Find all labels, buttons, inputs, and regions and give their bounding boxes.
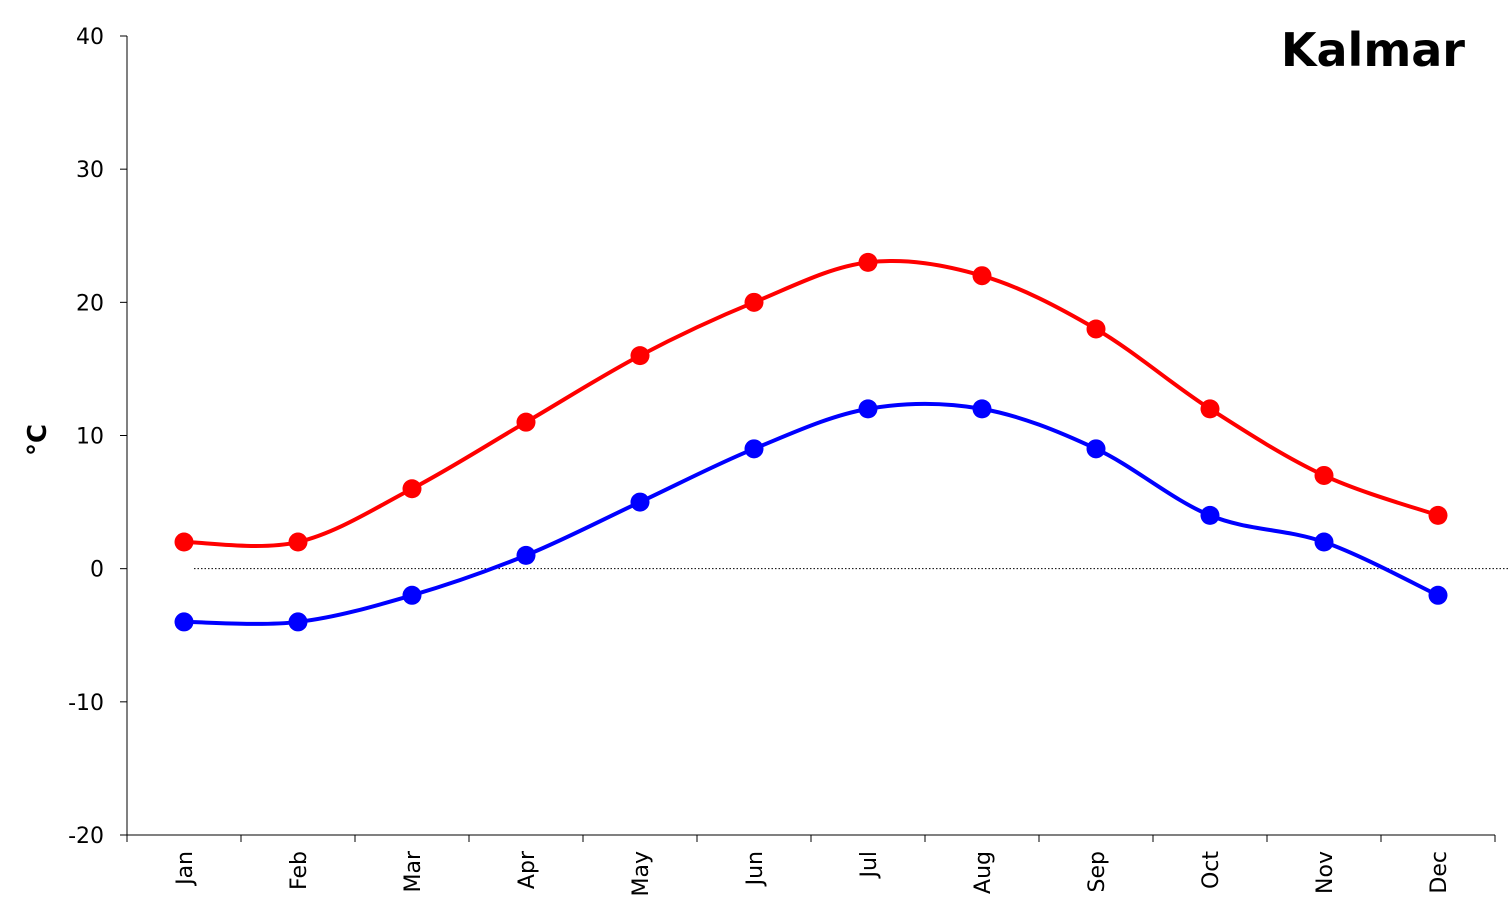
y-tick-label: 0 [90,558,104,583]
series-line-1 [182,259,1440,548]
data-point [744,292,764,312]
x-tick-label: Aug [971,851,996,894]
y-tick-label: 30 [76,158,104,183]
series-line-2 [182,401,1440,626]
data-point [174,532,194,552]
x-tick-label: Dec [1427,851,1452,894]
data-point [288,532,308,552]
x-tick-label: Jul [857,851,882,880]
y-axis-label: °C [23,424,53,456]
data-point [402,585,422,605]
y-tick-label: -10 [68,691,104,716]
data-point [1086,319,1106,339]
data-point [516,412,536,432]
x-tick-label: Oct [1199,851,1224,889]
x-tick-label: Jan [173,851,198,887]
x-tick-label: Feb [287,851,312,890]
y-tick-label: 20 [76,291,104,316]
x-tick-label: Sep [1085,851,1110,892]
x-tick-label: Mar [401,850,426,892]
data-point [288,612,308,632]
chart-title: Kalmar [1281,23,1465,77]
data-point [1314,465,1334,485]
data-point [630,492,650,512]
data-point [1200,505,1220,525]
data-point [858,399,878,419]
data-point [1086,439,1106,459]
data-point [402,479,422,499]
data-point [858,252,878,272]
axes [120,35,1496,842]
data-point [1314,532,1334,552]
y-tick-label: 10 [76,425,104,450]
data-point [1428,585,1448,605]
data-point [1200,399,1220,419]
data-point [972,266,992,286]
series-lines [182,259,1440,626]
tick-labels: 40 30 20 10 0 -10 -20 Jan Feb Mar Apr May Jun Jul Aug S… [68,25,1452,896]
data-point [1428,505,1448,525]
y-tick-label: 40 [76,25,104,50]
x-tick-label: Nov [1313,851,1338,894]
data-point [630,346,650,366]
y-tick-label: -20 [68,824,104,849]
series-points [174,252,1448,632]
x-tick-label: Jun [743,851,768,887]
x-tick-label: Apr [515,850,540,889]
data-point [744,439,764,459]
data-point [972,399,992,419]
x-tick-label: May [629,851,654,896]
data-point [516,545,536,565]
data-point [174,612,194,632]
